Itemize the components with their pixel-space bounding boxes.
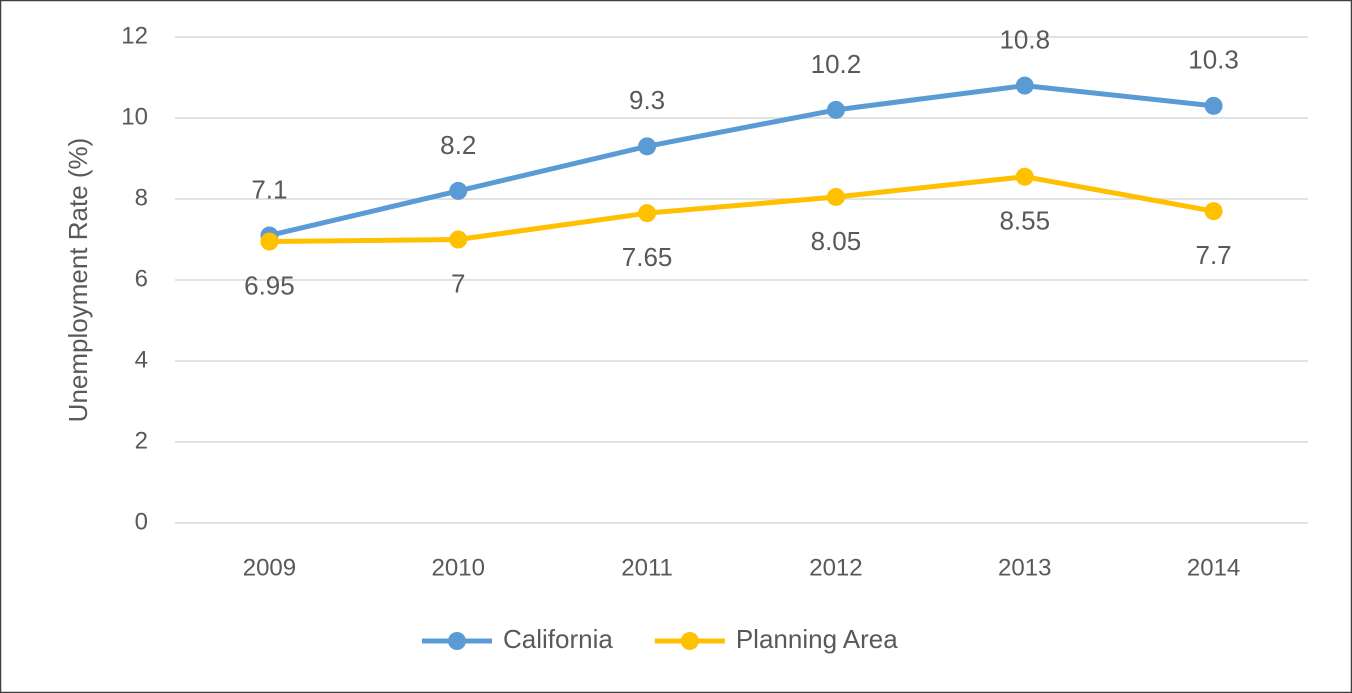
data-label: 7.1 <box>251 174 287 204</box>
series-line <box>269 174 1215 245</box>
legend-marker <box>680 632 699 650</box>
y-tick-label: 8 <box>135 184 148 211</box>
y-axis-label: Unemployment Rate (%) <box>63 138 93 423</box>
y-tick-label: 0 <box>135 508 148 535</box>
data-point <box>449 181 468 200</box>
data-label: 10.8 <box>999 24 1050 54</box>
x-tick-label: 2011 <box>621 554 673 581</box>
series-line <box>268 83 1214 238</box>
x-tick-label: 2009 <box>243 554 296 581</box>
data-point <box>826 187 845 206</box>
data-point <box>826 100 845 119</box>
data-label: 7.7 <box>1196 240 1232 270</box>
data-label: 8.2 <box>440 130 476 160</box>
data-point <box>638 137 657 156</box>
data-point <box>638 204 657 223</box>
data-label: 10.3 <box>1188 45 1239 75</box>
data-point <box>1015 76 1034 95</box>
data-label: 9.3 <box>629 85 665 115</box>
data-point <box>260 232 279 251</box>
x-tick-label: 2012 <box>809 554 862 581</box>
data-point <box>1015 167 1034 186</box>
data-label: 8.05 <box>811 226 862 256</box>
y-tick-label: 10 <box>121 103 148 130</box>
legend-marker <box>448 632 466 650</box>
data-label: 6.95 <box>244 270 295 300</box>
data-point <box>449 230 468 249</box>
y-tick-label: 6 <box>135 265 148 292</box>
x-tick-label: 2013 <box>998 554 1051 581</box>
data-point <box>1204 96 1223 115</box>
data-point <box>1204 202 1223 221</box>
data-label: 7.65 <box>622 242 673 272</box>
legend-label: Planning Area <box>736 624 898 654</box>
data-label: 7 <box>451 268 465 298</box>
data-label: 8.55 <box>999 206 1050 236</box>
y-tick-label: 12 <box>121 22 148 49</box>
y-tick-label: 4 <box>135 346 148 373</box>
legend-label: California <box>503 624 613 654</box>
x-tick-label: 2010 <box>432 554 485 581</box>
y-tick-label: 2 <box>135 427 148 454</box>
data-label: 10.2 <box>811 49 862 79</box>
x-tick-label: 2014 <box>1187 554 1240 581</box>
